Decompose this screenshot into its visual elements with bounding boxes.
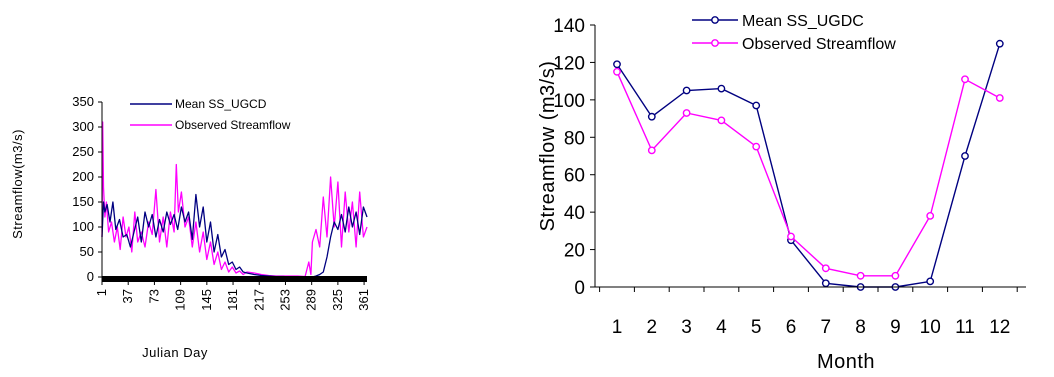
monthly-legend-marker-0 [711, 16, 719, 24]
monthly-legend-label-0: Mean SS_UGDC [742, 13, 864, 30]
daily-x-tick-label: 1 [94, 289, 109, 296]
monthly-x-tick-label: 4 [716, 317, 727, 338]
monthly-legend-marker-1 [711, 39, 719, 47]
daily-y-tick-label: 0 [87, 269, 94, 284]
monthly-series-point-0 [613, 60, 621, 69]
daily-x-axis-ticks: 1 37 73 109 145 181 217 253 289 325 361 [94, 277, 371, 311]
monthly-legend-label-1: Observed Streamflow [742, 36, 896, 53]
monthly-x-axis-label: Month [817, 351, 875, 373]
daily-y-tick-label: 50 [80, 244, 94, 259]
monthly-series-point-1 [647, 146, 656, 155]
monthly-series-point-0 [647, 112, 656, 121]
daily-series-line-1 [101, 121, 368, 278]
monthly-x-tick-label: 3 [681, 317, 692, 338]
daily-y-axis-label: Streamflow(m3/s) [10, 129, 25, 239]
monthly-series-point-0 [717, 84, 726, 93]
daily-x-tick-label: 109 [173, 289, 188, 311]
monthly-y-tick-label: 140 [553, 16, 585, 37]
daily-y-tick-label: 350 [72, 94, 94, 109]
daily-x-tick-label: 253 [277, 289, 292, 311]
daily-x-tick-label: 181 [225, 289, 240, 311]
monthly-y-tick-label: 40 [564, 203, 585, 224]
monthly-series-point-1 [926, 211, 935, 220]
monthly-x-tick-label: 7 [821, 317, 832, 338]
monthly-series-point-0 [961, 152, 969, 160]
monthly-legend: Mean SS_UGDC Observed Streamflow [692, 13, 896, 53]
monthly-y-tick-label: 60 [564, 166, 585, 187]
daily-legend: Mean SS_UGCD Observed Streamflow [130, 97, 291, 132]
monthly-series-point-0 [926, 277, 935, 286]
monthly-x-tick-label: 10 [920, 317, 941, 338]
monthly-y-tick-label: 100 [553, 91, 585, 112]
monthly-y-tick-label: 0 [574, 278, 585, 299]
monthly-series-point-1 [891, 271, 900, 280]
monthly-x-tick-label: 11 [955, 317, 975, 338]
daily-x-tick-label: 217 [251, 289, 266, 311]
monthly-series-point-0 [821, 279, 830, 288]
monthly-x-axis-ticks: 1 2 3 4 5 6 7 8 9 10 11 12 [599, 287, 1018, 338]
daily-x-axis-band [102, 276, 367, 282]
daily-y-axis-ticks: 0 50 100 150 200 250 300 350 [72, 94, 102, 284]
daily-x-tick-label: 73 [146, 289, 161, 303]
monthly-series-point-1 [717, 116, 726, 125]
daily-x-axis-label: Julian Day [142, 345, 208, 360]
monthly-y-axis-label: Streamflow (m3/s) [537, 61, 559, 232]
monthly-series-point-0 [682, 86, 691, 95]
monthly-series-line-1 [616, 71, 1001, 277]
monthly-x-tick-label: 8 [855, 317, 866, 338]
daily-y-tick-label: 250 [72, 144, 94, 159]
daily-y-tick-label: 200 [72, 169, 94, 184]
monthly-series-point-1 [613, 67, 621, 76]
monthly-series-point-1 [682, 109, 691, 117]
daily-x-tick-label: 325 [330, 289, 345, 311]
daily-chart: 0 50 100 150 200 250 300 350 1 37 73 109 145 181 217 2… [10, 94, 371, 360]
monthly-x-tick-label: 5 [751, 317, 762, 338]
monthly-x-tick-label: 9 [890, 317, 901, 338]
daily-y-tick-label: 150 [72, 194, 94, 209]
monthly-series-point-0 [752, 101, 761, 110]
daily-legend-label-1: Observed Streamflow [175, 118, 291, 132]
monthly-x-tick-label: 1 [612, 317, 623, 338]
monthly-series-line-0 [616, 43, 1001, 288]
monthly-y-tick-label: 80 [564, 128, 585, 149]
daily-legend-label-0: Mean SS_UGCD [175, 97, 267, 111]
monthly-y-tick-label: 120 [553, 53, 585, 74]
daily-x-tick-label: 145 [199, 289, 214, 311]
monthly-series-point-1 [995, 94, 1004, 102]
monthly-y-axis-ticks: 0 20 40 60 80 100 120 140 [553, 16, 595, 299]
monthly-series-point-1 [787, 232, 795, 241]
monthly-series-point-1 [752, 142, 761, 151]
monthly-series [613, 39, 1004, 291]
daily-y-tick-label: 300 [72, 119, 94, 134]
monthly-series-point-1 [961, 75, 969, 84]
monthly-y-tick-label: 20 [564, 241, 585, 262]
daily-x-tick-label: 361 [356, 289, 371, 311]
daily-series-line-0 [101, 193, 368, 278]
monthly-series-point-1 [821, 264, 830, 273]
monthly-x-tick-label: 12 [989, 317, 1010, 338]
monthly-x-tick-label: 6 [786, 317, 797, 338]
daily-x-tick-label: 289 [304, 289, 319, 311]
monthly-x-tick-label: 2 [647, 317, 658, 338]
daily-series [101, 121, 368, 278]
daily-y-tick-label: 100 [72, 219, 94, 234]
daily-x-tick-label: 37 [120, 289, 135, 303]
monthly-series-point-1 [856, 271, 865, 280]
monthly-series-point-0 [995, 39, 1004, 48]
